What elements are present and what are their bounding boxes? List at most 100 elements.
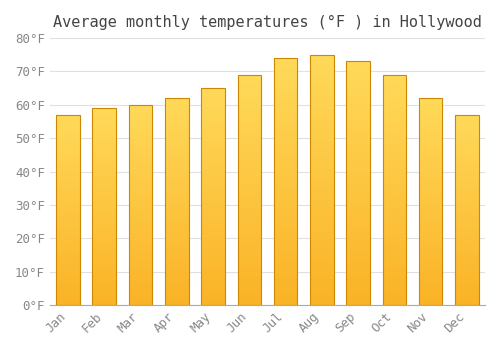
Bar — [202, 286, 225, 287]
Bar — [128, 247, 152, 248]
Bar — [455, 258, 478, 259]
Bar — [56, 127, 80, 128]
Bar — [310, 195, 334, 196]
Bar — [346, 225, 370, 226]
Bar — [92, 242, 116, 243]
Bar — [165, 223, 188, 224]
Bar — [455, 225, 478, 226]
Bar — [455, 129, 478, 130]
Bar — [202, 275, 225, 276]
Bar — [455, 278, 478, 279]
Bar — [455, 138, 478, 139]
Bar — [455, 220, 478, 221]
Bar — [165, 195, 188, 196]
Bar — [238, 269, 261, 271]
Bar — [165, 189, 188, 190]
Bar — [310, 206, 334, 208]
Bar — [274, 281, 297, 283]
Bar — [128, 205, 152, 206]
Bar — [310, 229, 334, 230]
Bar — [274, 137, 297, 138]
Bar — [346, 91, 370, 92]
Bar — [382, 209, 406, 211]
Bar — [419, 168, 442, 169]
Bar — [382, 98, 406, 99]
Bar — [419, 160, 442, 161]
Bar — [382, 271, 406, 272]
Bar — [92, 194, 116, 195]
Bar — [128, 290, 152, 291]
Bar — [419, 153, 442, 154]
Bar — [202, 191, 225, 192]
Bar — [382, 84, 406, 85]
Bar — [56, 120, 80, 121]
Bar — [455, 153, 478, 154]
Bar — [92, 163, 116, 164]
Bar — [419, 164, 442, 166]
Bar — [92, 231, 116, 232]
Bar — [455, 115, 478, 305]
Bar — [202, 206, 225, 208]
Bar — [455, 117, 478, 118]
Bar — [202, 238, 225, 239]
Bar — [346, 138, 370, 139]
Bar — [382, 181, 406, 182]
Bar — [310, 237, 334, 239]
Bar — [346, 210, 370, 211]
Bar — [274, 193, 297, 194]
Bar — [56, 124, 80, 125]
Bar — [56, 204, 80, 205]
Bar — [202, 147, 225, 148]
Bar — [202, 194, 225, 196]
Bar — [202, 289, 225, 290]
Bar — [455, 193, 478, 194]
Bar — [202, 133, 225, 134]
Bar — [382, 105, 406, 106]
Bar — [310, 295, 334, 296]
Bar — [128, 151, 152, 152]
Bar — [92, 244, 116, 245]
Bar — [202, 267, 225, 268]
Bar — [92, 267, 116, 268]
Bar — [238, 214, 261, 215]
Bar — [382, 224, 406, 226]
Bar — [455, 226, 478, 227]
Bar — [274, 101, 297, 103]
Bar — [274, 204, 297, 205]
Bar — [419, 253, 442, 254]
Bar — [455, 294, 478, 295]
Bar — [202, 162, 225, 163]
Bar — [455, 119, 478, 120]
Bar — [92, 237, 116, 238]
Bar — [310, 160, 334, 161]
Bar — [238, 207, 261, 208]
Bar — [128, 263, 152, 264]
Bar — [128, 270, 152, 271]
Bar — [419, 211, 442, 212]
Bar — [128, 302, 152, 303]
Bar — [346, 279, 370, 281]
Bar — [128, 261, 152, 262]
Bar — [92, 109, 116, 110]
Bar — [92, 196, 116, 197]
Bar — [238, 217, 261, 219]
Bar — [165, 197, 188, 198]
Bar — [455, 261, 478, 262]
Bar — [202, 104, 225, 105]
Bar — [346, 131, 370, 132]
Bar — [382, 79, 406, 80]
Bar — [382, 230, 406, 231]
Bar — [202, 254, 225, 255]
Bar — [92, 291, 116, 292]
Bar — [455, 213, 478, 214]
Bar — [274, 86, 297, 88]
Bar — [56, 164, 80, 165]
Bar — [56, 284, 80, 285]
Bar — [165, 151, 188, 152]
Bar — [346, 71, 370, 72]
Bar — [419, 166, 442, 167]
Bar — [455, 242, 478, 243]
Bar — [56, 240, 80, 241]
Bar — [92, 280, 116, 281]
Bar — [202, 91, 225, 92]
